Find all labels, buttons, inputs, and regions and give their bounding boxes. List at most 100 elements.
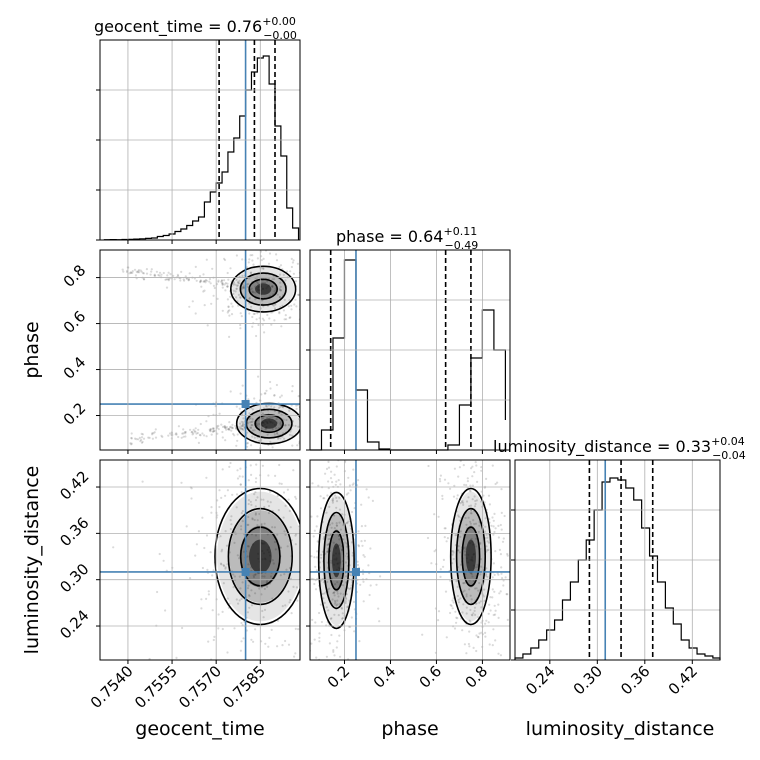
scatter-point <box>213 429 216 432</box>
scatter-point <box>274 474 277 477</box>
scatter-point <box>321 422 323 424</box>
scatter-point <box>478 632 481 635</box>
scatter-point <box>216 499 219 502</box>
scatter-point <box>240 427 243 430</box>
scatter-point <box>350 541 353 544</box>
scatter-point <box>211 430 214 433</box>
scatter-point <box>451 732 453 734</box>
scatter-point <box>267 504 271 508</box>
scatter-point <box>253 456 255 458</box>
scatter-point <box>236 280 240 284</box>
scatter-point <box>290 265 293 269</box>
scatter-point <box>267 404 270 407</box>
scatter-point <box>272 464 274 466</box>
contour-line <box>461 526 481 587</box>
scatter-point <box>199 422 202 426</box>
scatter-point <box>462 603 465 606</box>
scatter-point <box>281 405 284 408</box>
scatter-point <box>505 593 508 596</box>
scatter-point <box>475 634 478 637</box>
scatter-point <box>491 588 494 591</box>
scatter-point <box>189 428 192 431</box>
scatter-point <box>378 620 381 623</box>
scatter-point <box>242 286 245 289</box>
scatter-point <box>274 287 277 290</box>
scatter-point <box>497 573 500 576</box>
scatter-point <box>256 257 259 260</box>
scatter-point <box>241 274 244 277</box>
scatter-point <box>327 460 330 463</box>
scatter-point <box>470 613 473 616</box>
scatter-point <box>451 607 454 610</box>
scatter-point <box>224 439 227 442</box>
scatter-point <box>332 541 335 544</box>
scatter-point <box>224 427 227 430</box>
scatter-point <box>235 296 238 299</box>
scatter-point <box>222 582 225 585</box>
scatter-point <box>347 520 350 523</box>
scatter-point <box>307 591 309 593</box>
scatter-point <box>262 267 265 270</box>
scatter-point <box>250 473 253 476</box>
scatter-point <box>328 699 330 701</box>
scatter-point <box>353 670 355 672</box>
scatter-point <box>239 296 242 299</box>
contour-line <box>254 414 284 434</box>
scatter-point <box>335 480 338 483</box>
scatter-point <box>480 469 483 472</box>
scatter-point <box>248 417 251 421</box>
scatter-point <box>252 640 255 643</box>
scatter-point <box>273 433 276 436</box>
scatter-point <box>268 317 271 320</box>
scatter-point <box>315 556 319 559</box>
scatter-point <box>314 565 317 568</box>
scatter-point <box>241 581 244 584</box>
scatter-point <box>362 600 365 603</box>
scatter-point <box>296 262 299 265</box>
scatter-point <box>221 425 225 428</box>
scatter-point <box>210 433 213 436</box>
scatter-point <box>211 574 214 577</box>
scatter-point <box>485 545 488 548</box>
scatter-point <box>197 451 199 453</box>
scatter-point <box>337 440 339 442</box>
scatter-point <box>203 304 206 307</box>
scatter-point <box>250 420 253 424</box>
scatter-point <box>209 430 212 433</box>
scatter-point <box>240 424 243 428</box>
scatter-point <box>337 280 339 282</box>
geocent_time-vs-phase-panel <box>96 250 339 466</box>
scatter-point <box>130 436 133 440</box>
scatter-point <box>489 596 492 599</box>
contour-line <box>455 507 487 606</box>
scatter-point <box>316 421 318 423</box>
scatter-point <box>140 432 143 435</box>
scatter-point <box>306 445 308 447</box>
scatter-point <box>459 530 462 533</box>
scatter-point <box>266 313 269 317</box>
scatter-point <box>225 426 228 429</box>
scatter-point <box>246 555 249 558</box>
scatter-point <box>332 592 335 595</box>
scatter-point <box>456 681 458 683</box>
scatter-point <box>138 271 141 274</box>
scatter-point <box>379 575 382 578</box>
scatter-point <box>263 505 266 509</box>
scatter-point <box>279 281 282 284</box>
scatter-point <box>139 440 142 443</box>
scatter-point <box>271 428 274 431</box>
scatter-point <box>484 525 487 528</box>
scatter-point <box>300 433 302 435</box>
scatter-point <box>130 271 133 274</box>
scatter-point <box>469 594 472 597</box>
scatter-point <box>182 435 185 438</box>
scatter-point <box>333 591 336 594</box>
scatter-point <box>276 533 279 536</box>
scatter-point <box>338 634 341 637</box>
scatter-point <box>287 590 290 593</box>
scatter-point <box>294 652 297 655</box>
scatter-point <box>221 282 224 285</box>
scatter-point <box>337 479 340 482</box>
scatter-point <box>480 558 483 561</box>
scatter-point <box>327 487 330 490</box>
